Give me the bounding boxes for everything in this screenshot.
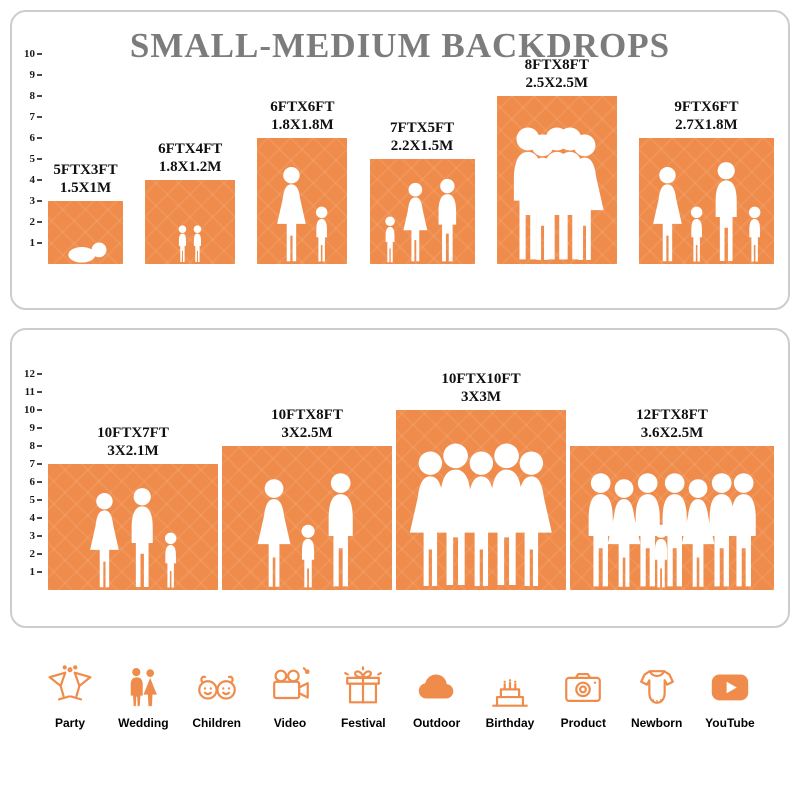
people-silhouettes <box>570 472 774 590</box>
size-ft: 6FTX4FT <box>158 140 223 157</box>
backdrop-swatch <box>48 201 123 264</box>
backdrop-size-label: 12FTX8FT 3.6X2.5M <box>636 406 708 444</box>
backdrop-size-label: 9FTX6FT 2.7X1.8M <box>674 98 738 136</box>
size-ft: 7FTX5FT <box>389 119 455 136</box>
backdrop-swatch <box>496 96 617 264</box>
people-silhouettes <box>257 166 347 264</box>
size-ft: 8FTX8FT <box>524 56 589 73</box>
size-ft: 5FTX3FT <box>53 161 118 178</box>
category-product: Product <box>549 662 617 730</box>
size-m: 3X3M <box>460 389 501 406</box>
size-ft: 10FTX10FT <box>441 370 521 387</box>
backdrop-size-label: 6FTX4FT 1.8X1.2M <box>158 140 222 178</box>
category-party: Party <box>36 662 104 730</box>
birthday-icon <box>487 662 533 710</box>
category-newborn: Newborn <box>623 662 691 730</box>
category-label: Video <box>273 716 307 730</box>
category-row: Party Wedding Children <box>36 662 764 730</box>
size-m: 1.8X1.2M <box>158 159 222 176</box>
wedding-icon <box>120 662 166 710</box>
category-outdoor: Outdoor <box>403 662 471 730</box>
product-icon <box>560 662 606 710</box>
backdrop-size-label: 6FTX6FT 1.8X1.8M <box>270 98 334 136</box>
backdrop-swatch <box>48 464 218 590</box>
category-wedding: Wedding <box>109 662 177 730</box>
youtube-icon <box>707 662 753 710</box>
category-label: Newborn <box>630 716 683 730</box>
size-m: 1.5X1M <box>59 180 112 197</box>
size-ft: 12FTX8FT <box>636 406 708 423</box>
category-label: Wedding <box>118 716 169 730</box>
y-axis-ruler: 1 2 3 4 5 6 7 8 9 10 11 12 <box>18 366 42 590</box>
people-silhouettes <box>396 442 566 590</box>
people-silhouettes <box>145 225 235 264</box>
children-icon <box>194 662 240 710</box>
page-title: SMALL-MEDIUM BACKDROPS <box>129 26 671 65</box>
backdrop-swatch <box>396 410 566 590</box>
backdrop-item: 10FTX8FT 3X2.5M <box>222 406 392 590</box>
bars-area: 10FTX7FT 3X2.1M 10FTX8FT 3X2.5M 10FTX10F… <box>48 370 774 590</box>
backdrop-item: 5FTX3FT 1.5X1M <box>48 161 123 264</box>
people-silhouettes <box>48 231 123 264</box>
size-m: 2.2X1.5M <box>390 138 454 155</box>
backdrop-size-label: 10FTX10FT 3X3M <box>441 370 520 408</box>
category-label: Festival <box>340 716 386 730</box>
backdrop-size-label: 8FTX8FT 2.5X2.5M <box>525 56 589 94</box>
backdrop-swatch <box>257 138 348 264</box>
backdrop-swatch <box>638 138 774 264</box>
small-medium-panel: SMALL-MEDIUM BACKDROPS 1 2 3 4 5 6 7 8 9 10 5FTX3… <box>10 10 790 310</box>
festival-icon <box>340 662 386 710</box>
newborn-icon <box>634 662 680 710</box>
people-silhouettes <box>48 487 218 590</box>
people-silhouettes <box>497 126 617 264</box>
backdrop-item: 6FTX6FT 1.8X1.8M <box>257 98 348 264</box>
size-ft: 10FTX7FT <box>97 424 169 441</box>
category-birthday: Birthday <box>476 662 544 730</box>
size-ft: 6FTX6FT <box>270 98 335 115</box>
category-youtube: YouTube <box>696 662 764 730</box>
backdrop-swatch <box>222 446 392 590</box>
backdrop-item: 10FTX10FT 3X3M <box>396 370 566 590</box>
size-m: 2.5X2.5M <box>525 75 588 92</box>
backdrop-size-label: 10FTX8FT 3X2.5M <box>271 406 343 444</box>
video-icon <box>267 662 313 710</box>
category-label: Outdoor <box>412 716 461 730</box>
backdrop-item: 9FTX6FT 2.7X1.8M <box>638 98 774 264</box>
party-icon <box>47 662 93 710</box>
category-label: YouTube <box>705 716 755 730</box>
category-video: Video <box>256 662 324 730</box>
size-ft: 10FTX8FT <box>271 406 343 423</box>
backdrop-swatch <box>570 446 774 590</box>
backdrop-size-label: 10FTX7FT 3X2.1M <box>97 424 169 462</box>
backdrop-swatch <box>145 180 236 264</box>
backdrop-item: 7FTX5FT 2.2X1.5M <box>369 119 475 264</box>
backdrop-item: 6FTX4FT 1.8X1.2M <box>145 140 236 264</box>
backdrop-item: 8FTX8FT 2.5X2.5M <box>496 56 617 264</box>
size-ft: 9FTX6FT <box>674 98 739 115</box>
size-m: 1.8X1.8M <box>271 117 334 134</box>
backdrop-item: 12FTX8FT 3.6X2.5M <box>570 406 774 590</box>
backdrop-swatch <box>369 159 475 264</box>
category-festival: Festival <box>329 662 397 730</box>
people-silhouettes <box>370 178 475 264</box>
category-label: Party <box>54 716 86 730</box>
size-m: 3.6X2.5M <box>640 425 704 442</box>
large-panel: 1 2 3 4 5 6 7 8 9 10 11 12 10FTX7FT 3X2.1M 10FTX8FT… <box>10 328 790 628</box>
category-label: Children <box>192 716 241 730</box>
size-m: 3X2.5M <box>281 425 333 442</box>
people-silhouettes <box>639 161 774 264</box>
people-silhouettes <box>222 472 392 590</box>
size-m: 3X2.1M <box>107 443 159 460</box>
backdrop-item: 10FTX7FT 3X2.1M <box>48 424 218 590</box>
category-label: Product <box>560 716 606 730</box>
category-label: Birthday <box>485 716 535 730</box>
size-m: 2.7X1.8M <box>675 117 738 134</box>
backdrop-size-label: 5FTX3FT 1.5X1M <box>53 161 117 199</box>
category-children: Children <box>183 662 251 730</box>
bars-area: 5FTX3FT 1.5X1M 6FTX4FT 1.8X1.2M 6FTX6FT … <box>48 56 774 264</box>
y-axis-ruler: 1 2 3 4 5 6 7 8 9 10 <box>18 46 42 264</box>
outdoor-icon <box>414 662 460 710</box>
backdrop-size-label: 7FTX5FT 2.2X1.5M <box>390 119 454 157</box>
